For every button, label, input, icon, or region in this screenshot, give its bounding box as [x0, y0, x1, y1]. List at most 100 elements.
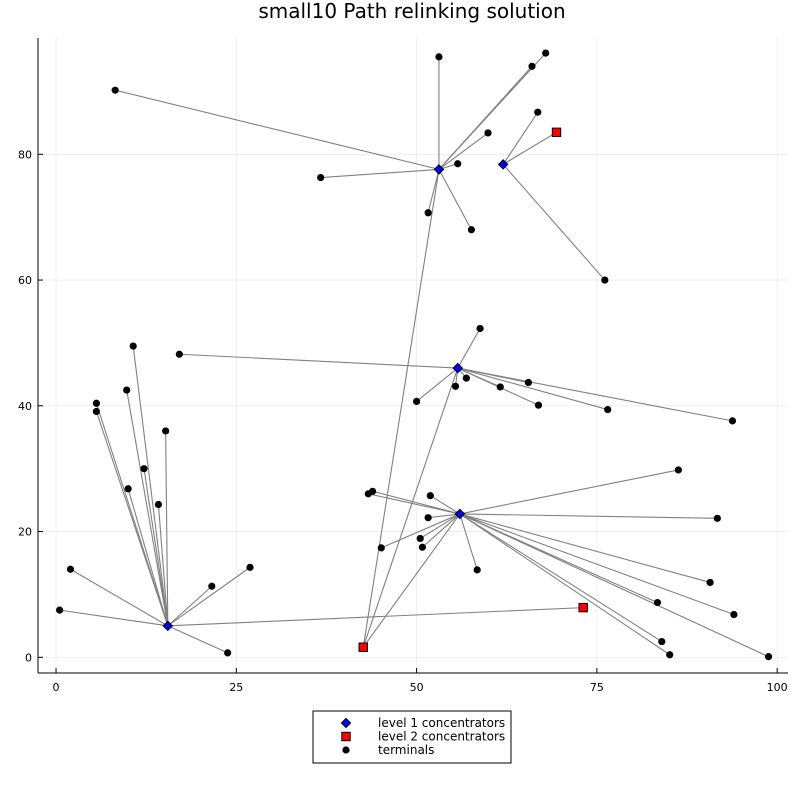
- terminal-point: [129, 342, 137, 350]
- connection-edge: [143, 468, 169, 626]
- terminal-point: [175, 350, 183, 358]
- connection-edge: [115, 89, 440, 170]
- terminal-point: [451, 382, 460, 390]
- connection-edge: [438, 52, 547, 170]
- legend-level2-marker: [341, 731, 351, 742]
- connection-edge: [362, 513, 461, 648]
- terminal-point: [140, 465, 148, 473]
- connection-edge: [438, 132, 489, 170]
- terminal-point: [92, 399, 101, 407]
- y-tick-label: 80: [18, 148, 32, 161]
- terminal-point: [473, 566, 481, 574]
- connection-edge: [428, 513, 460, 519]
- x-tick-label: 50: [410, 681, 424, 694]
- terminal-point: [524, 378, 532, 387]
- terminal-point: [246, 563, 254, 571]
- level1-concentrator-point: [452, 362, 464, 374]
- level1-concentrator-point: [433, 164, 445, 175]
- legend-terminals-label: terminals: [378, 743, 434, 757]
- level1-concentrator-point: [454, 508, 466, 520]
- connection-edge: [416, 367, 459, 402]
- terminal-point: [653, 598, 662, 607]
- legend-level1-label: level 1 concentrators: [378, 716, 505, 730]
- connection-edge: [167, 566, 251, 627]
- terminal-point: [454, 160, 462, 168]
- connection-edge: [419, 513, 461, 539]
- connection-edge: [381, 513, 461, 549]
- connection-edge: [368, 493, 460, 515]
- y-tick-label: 0: [25, 651, 32, 664]
- terminal-point: [426, 492, 434, 500]
- connection-edge: [157, 504, 169, 626]
- legend-terminals-marker: [342, 746, 350, 754]
- connection-edge: [126, 389, 169, 626]
- connection-edge: [320, 168, 439, 179]
- terminal-point: [418, 543, 426, 551]
- connection-edge: [502, 111, 539, 165]
- y-tick-label: 60: [18, 274, 32, 287]
- terminal-point: [496, 383, 504, 391]
- terminal-point: [162, 427, 170, 435]
- terminal-point: [528, 62, 536, 70]
- chart-title: small10 Path relinking solution: [258, 0, 565, 23]
- terminal-point: [601, 276, 609, 284]
- terminal-point: [658, 637, 666, 646]
- terminal-point: [604, 405, 612, 414]
- terminal-point: [111, 86, 119, 94]
- terminal-point: [435, 53, 443, 61]
- terminal-point: [369, 487, 377, 495]
- connection-edge: [362, 367, 459, 648]
- connection-edge: [502, 131, 557, 165]
- connection-edge: [167, 625, 228, 654]
- legend-level1-marker: [340, 717, 352, 729]
- terminal-point: [476, 324, 484, 333]
- connection-edge: [457, 328, 481, 369]
- terminal-point: [377, 544, 385, 552]
- connection-edge: [59, 609, 168, 627]
- connection-edge: [459, 513, 711, 583]
- connection-edge: [132, 346, 169, 626]
- connection-edge: [427, 169, 440, 213]
- points: [56, 49, 773, 661]
- legend-level2-label: level 2 concentrators: [378, 730, 505, 744]
- connection-edge: [459, 513, 663, 643]
- y-tick-label: 20: [18, 526, 32, 539]
- connection-edge: [459, 513, 769, 658]
- x-tick-label: 100: [767, 681, 788, 694]
- terminal-point: [66, 565, 75, 573]
- level1-concentrator-point: [162, 620, 174, 632]
- connection-edge: [95, 411, 169, 627]
- terminal-point: [728, 417, 737, 425]
- connection-edge: [457, 367, 733, 422]
- terminal-point: [467, 226, 476, 234]
- connection-edge: [438, 169, 472, 231]
- connection-edge: [70, 568, 169, 627]
- connection-edge: [459, 469, 679, 515]
- connection-edge: [362, 169, 440, 648]
- terminal-point: [416, 534, 424, 543]
- tick-labels: 0 25 50 75 100 0 20 40 60 80: [18, 148, 788, 694]
- y-tick-label: 40: [18, 400, 32, 413]
- connection-edge: [430, 495, 461, 515]
- terminal-point: [224, 649, 232, 657]
- level2-concentrator-point: [358, 642, 368, 652]
- terminal-point: [542, 49, 550, 57]
- terminal-point: [123, 386, 131, 394]
- x-tick-label: 0: [53, 681, 60, 694]
- terminal-point: [674, 466, 682, 474]
- terminal-point: [534, 108, 542, 116]
- terminal-point: [730, 610, 738, 619]
- terminal-point: [154, 500, 163, 509]
- level1-concentrator-point: [497, 159, 509, 170]
- connection-edge: [459, 513, 478, 571]
- terminal-point: [424, 514, 432, 522]
- connection-edge: [179, 353, 458, 369]
- terminal-point: [56, 606, 64, 614]
- x-tick-label: 75: [590, 681, 604, 694]
- x-tick-label: 25: [229, 681, 243, 694]
- terminal-point: [666, 651, 674, 659]
- edges: [59, 52, 769, 658]
- terminal-point: [424, 209, 432, 217]
